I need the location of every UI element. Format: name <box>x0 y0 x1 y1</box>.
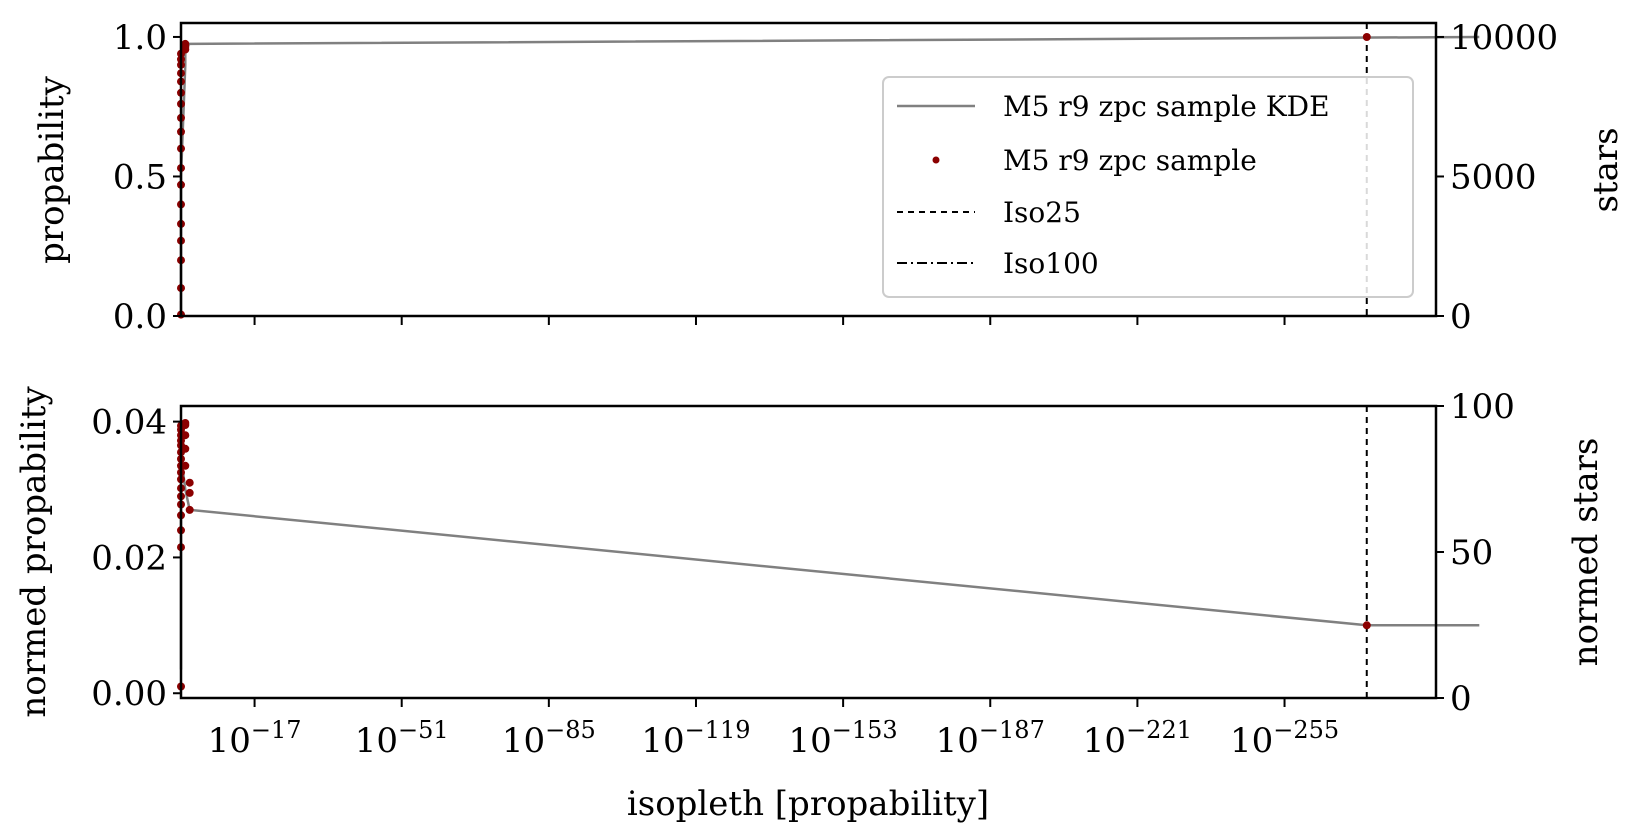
y-tick-label: 1.0 <box>113 18 167 58</box>
sample-point <box>1362 621 1371 630</box>
y-tick-label: 0.02 <box>91 538 167 578</box>
x-tick-label: 10−153 <box>789 716 898 761</box>
legend-label: M5 r9 zpc sample KDE <box>1003 90 1330 123</box>
bottom-right-y-ticks: 0 50 100 <box>1436 387 1515 719</box>
y-tick-label-right: 0 <box>1450 679 1472 719</box>
x-tick-exponent: −255 <box>1273 716 1339 744</box>
y-tick-label-right: 5000 <box>1450 157 1537 197</box>
sample-point <box>181 39 190 48</box>
x-tick-label: 10−221 <box>1083 716 1192 761</box>
legend-dot-swatch <box>932 156 940 164</box>
bottom-x-ticks: 10−17 10−51 10−85 10−119 10−153 10−187 10−221 1… <box>208 698 1339 761</box>
sample-point <box>185 488 194 497</box>
bottom-right-y-label: normed stars <box>1566 438 1606 667</box>
legend-label: M5 r9 zpc sample <box>1003 144 1257 177</box>
sample-point <box>181 431 190 440</box>
y-tick-label: 0.00 <box>91 674 167 714</box>
x-tick-exponent: −51 <box>398 716 449 744</box>
sample-point <box>185 505 194 514</box>
bottom-left-y-label: normed propability <box>14 386 54 718</box>
x-tick-label: 10−187 <box>936 716 1045 761</box>
legend: M5 r9 zpc sample KDE M5 r9 zpc sample Is… <box>882 76 1414 298</box>
legend-entry-sample: M5 r9 zpc sample <box>932 144 1257 177</box>
y-tick-label-right: 50 <box>1450 533 1493 573</box>
top-axes-frame <box>179 21 1438 318</box>
sample-point <box>181 421 190 429</box>
y-tick-label-right: 100 <box>1450 387 1515 427</box>
legend-entry-iso100: Iso100 <box>897 247 1099 280</box>
bottom-panel: 0.00 0.02 0.04 0 50 100 10−17 10−51 10−85 10−11… <box>14 386 1606 824</box>
x-tick-label: 10−17 <box>208 716 302 761</box>
kde-line <box>179 455 1480 670</box>
x-tick-exponent: −119 <box>685 716 751 744</box>
x-tick-label: 10−119 <box>641 716 750 761</box>
bottom-left-y-ticks: 0.00 0.02 0.04 <box>91 403 181 714</box>
legend-label: Iso100 <box>1003 247 1099 280</box>
top-panel: 0.0 0.5 1.0 0 5000 10000 propability stars M… <box>32 18 1626 337</box>
top-x-ticks <box>253 316 1286 325</box>
y-tick-label-right: 0 <box>1450 297 1472 337</box>
bottom-axes-frame <box>179 404 1438 700</box>
top-left-y-ticks: 0.0 0.5 1.0 <box>113 18 181 337</box>
x-axis-label: isopleth [propability] <box>627 784 989 824</box>
legend-box <box>882 76 1414 298</box>
top-right-y-ticks: 0 5000 10000 <box>1436 18 1558 337</box>
legend-entry-iso25: Iso25 <box>897 196 1081 229</box>
sample-point <box>181 461 190 470</box>
y-tick-label-right: 10000 <box>1450 18 1558 58</box>
bottom-plot-area <box>177 406 1480 698</box>
sample-point <box>181 444 190 453</box>
sample-point <box>185 478 194 487</box>
x-tick-label: 10−255 <box>1230 716 1339 761</box>
x-tick-label: 10−85 <box>502 716 596 761</box>
x-tick-exponent: −85 <box>545 716 596 744</box>
legend-entry-kde: M5 r9 zpc sample KDE <box>897 90 1330 123</box>
y-tick-label: 0.0 <box>113 297 167 337</box>
x-tick-exponent: −187 <box>979 716 1045 744</box>
y-tick-label: 0.04 <box>91 403 167 443</box>
x-tick-exponent: −17 <box>251 716 302 744</box>
y-tick-label: 0.5 <box>113 157 167 197</box>
x-tick-exponent: −221 <box>1126 716 1192 744</box>
legend-label: Iso25 <box>1003 196 1081 229</box>
top-left-y-label: propability <box>32 75 72 264</box>
x-tick-exponent: −153 <box>832 716 898 744</box>
x-tick-label: 10−51 <box>355 716 449 761</box>
sample-point <box>1362 33 1371 41</box>
top-right-y-label: stars <box>1586 127 1626 212</box>
